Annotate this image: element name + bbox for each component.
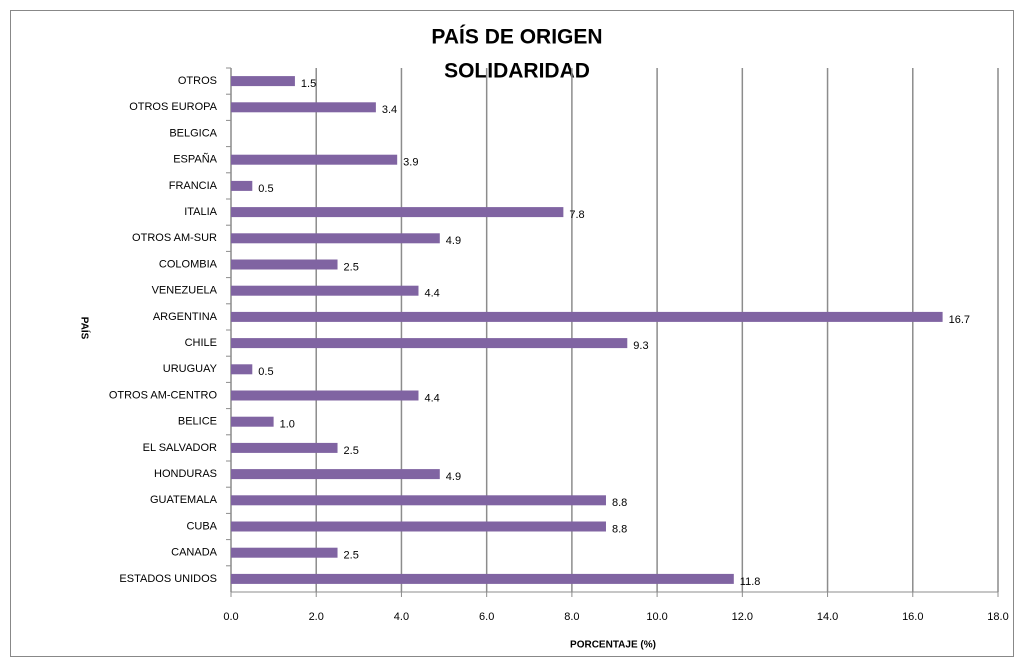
bar <box>231 285 419 296</box>
bar <box>231 521 606 532</box>
x-tick-label: 0.0 <box>223 611 238 623</box>
bar <box>231 207 564 218</box>
y-tick-label: OTROS AM-SUR <box>132 232 217 244</box>
value-label: 8.8 <box>612 523 627 535</box>
x-tick-label: 2.0 <box>309 611 324 623</box>
y-tick-label: COLOMBIA <box>159 258 218 270</box>
x-tick-label: 14.0 <box>817 611 838 623</box>
value-label: 2.5 <box>344 550 359 562</box>
y-axis-label: PAÍS <box>78 317 91 340</box>
value-label: 8.8 <box>612 497 627 509</box>
bar <box>231 180 253 191</box>
value-label: 16.7 <box>949 314 970 326</box>
value-label: 0.5 <box>258 183 273 195</box>
bar <box>231 233 440 244</box>
y-tick-label: CUBA <box>186 520 217 532</box>
value-label: 1.5 <box>301 78 316 90</box>
x-tick-label: 18.0 <box>987 611 1008 623</box>
value-label: 4.9 <box>446 471 461 483</box>
bar <box>231 364 253 375</box>
value-label: 2.5 <box>344 261 359 273</box>
bar <box>231 338 628 349</box>
y-tick-label: ESTADOS UNIDOS <box>119 573 217 585</box>
value-label: 2.5 <box>344 445 359 457</box>
y-tick-label: BELICE <box>178 416 217 428</box>
value-label: 0.5 <box>258 366 273 378</box>
y-tick-label: ITALIA <box>184 206 217 218</box>
bar <box>231 102 376 113</box>
bar <box>231 311 943 322</box>
y-tick-label: GUATEMALA <box>150 494 218 506</box>
y-tick-label: BELGICA <box>169 127 217 139</box>
bar <box>231 442 338 453</box>
y-tick-label: OTROS AM-CENTRO <box>109 389 218 401</box>
bar <box>231 259 338 270</box>
y-tick-label: CANADA <box>171 547 218 559</box>
y-tick-label: OTROS <box>178 75 217 87</box>
x-tick-label: 4.0 <box>394 611 409 623</box>
value-label: 4.9 <box>446 235 461 247</box>
y-tick-label: ARGENTINA <box>153 311 218 323</box>
y-tick-label: OTROS EUROPA <box>129 101 217 113</box>
y-tick-label: CHILE <box>185 337 217 349</box>
x-tick-label: 16.0 <box>902 611 923 623</box>
y-tick-label: URUGUAY <box>163 363 218 375</box>
value-label: 11.8 <box>740 576 761 588</box>
chart-subtitle: SOLIDARIDAD <box>444 60 590 83</box>
y-tick-label: FRANCIA <box>169 180 218 192</box>
x-axis-label: PORCENTAJE (%) <box>570 640 656 651</box>
bar <box>231 416 274 427</box>
value-label: 4.4 <box>424 288 439 300</box>
value-label: 9.3 <box>633 340 648 352</box>
value-label: 3.9 <box>403 157 418 169</box>
chart-title: PAÍS DE ORIGEN <box>431 26 602 49</box>
bar <box>231 76 295 87</box>
y-tick-label: HONDURAS <box>154 468 217 480</box>
bar <box>231 154 398 165</box>
chart-border <box>10 10 1014 657</box>
bar <box>231 390 419 401</box>
x-tick-label: 6.0 <box>479 611 494 623</box>
y-tick-label: EL SALVADOR <box>143 442 217 454</box>
value-label: 7.8 <box>569 209 584 221</box>
value-label: 1.0 <box>280 419 295 431</box>
x-tick-label: 8.0 <box>564 611 579 623</box>
bar <box>231 547 338 558</box>
bar <box>231 573 734 584</box>
bar <box>231 469 440 480</box>
x-tick-label: 10.0 <box>646 611 667 623</box>
y-tick-label: VENEZUELA <box>152 285 218 297</box>
y-tick-label: ESPAÑA <box>173 153 217 166</box>
value-label: 3.4 <box>382 104 397 116</box>
value-label: 4.4 <box>424 392 439 404</box>
bar <box>231 495 606 506</box>
x-tick-label: 12.0 <box>732 611 753 623</box>
